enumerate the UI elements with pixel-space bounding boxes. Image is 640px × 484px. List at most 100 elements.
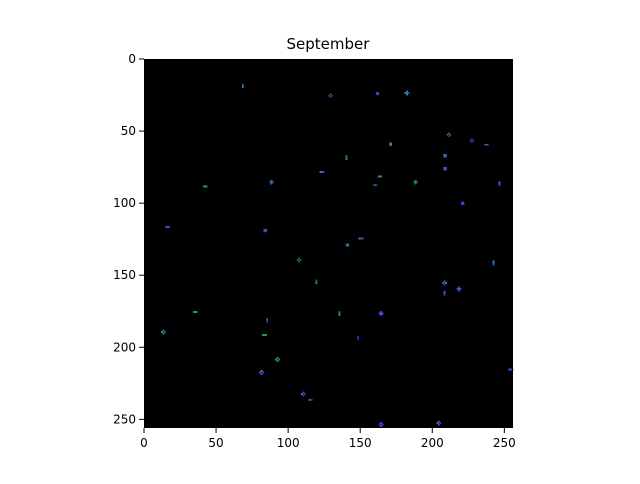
- heatmap-cell: [471, 141, 473, 143]
- heatmap-cell: [204, 185, 207, 188]
- heatmap-cell: [446, 133, 449, 136]
- heatmap-cell: [345, 243, 348, 245]
- heatmap-cell: [203, 185, 205, 188]
- heatmap-cell: [265, 334, 267, 336]
- heatmap-cell: [161, 331, 163, 333]
- heatmap-cell: [380, 422, 382, 424]
- heatmap-cell: [498, 181, 501, 184]
- x-tick-label: 150: [349, 436, 372, 450]
- heatmap-cell: [262, 334, 264, 336]
- heatmap-cell: [242, 83, 244, 85]
- heatmap-cell: [270, 181, 273, 184]
- heatmap-cell: [347, 243, 349, 245]
- heatmap-cell: [445, 167, 447, 169]
- heatmap-cell: [265, 229, 267, 231]
- y-axis: 0 50 100 150 200 250: [113, 52, 144, 426]
- heatmap-cell: [443, 291, 446, 293]
- heatmap-cell: [269, 181, 271, 184]
- heatmap-cell: [445, 154, 447, 156]
- heatmap-cell: [360, 237, 362, 240]
- heatmap-cell: [361, 237, 364, 240]
- heatmap-cell: [195, 311, 198, 313]
- heatmap-cell: [380, 311, 382, 313]
- heatmap-cell: [376, 92, 378, 94]
- heatmap-cell: [272, 181, 274, 184]
- heatmap-cell: [458, 289, 460, 292]
- heatmap-cell: [443, 283, 446, 286]
- heatmap-cell: [321, 171, 323, 173]
- heatmap-cell: [436, 422, 439, 424]
- heatmap-cell: [445, 155, 447, 158]
- heatmap-cell: [438, 423, 440, 426]
- y-tick-label: 150: [113, 268, 136, 282]
- heatmap-cell: [443, 293, 446, 296]
- heatmap-cell: [357, 337, 359, 339]
- heatmap-cell: [276, 357, 279, 359]
- heatmap-cell: [296, 259, 299, 261]
- heatmap-cell: [168, 226, 170, 228]
- heatmap-cell: [265, 230, 267, 233]
- heatmap-cell: [438, 420, 440, 423]
- heatmap-cell: [492, 263, 495, 266]
- heatmap-cell: [275, 358, 277, 361]
- y-tick-label: 200: [113, 340, 136, 354]
- heatmap-cell: [458, 288, 460, 290]
- heatmap-cell: [347, 244, 349, 247]
- heatmap-cell: [266, 321, 269, 323]
- heatmap-cell: [345, 244, 348, 247]
- heatmap-cell: [445, 282, 447, 284]
- heatmap-cell: [413, 181, 416, 184]
- heatmap-cell: [484, 144, 486, 146]
- heatmap-cell: [443, 168, 446, 171]
- heatmap-cell: [328, 95, 330, 97]
- heatmap-cell: [162, 332, 165, 335]
- heatmap-cell: [309, 399, 312, 401]
- heatmap-cell: [266, 319, 269, 322]
- heatmap-cell: [458, 286, 460, 289]
- heatmap-cell: [389, 142, 391, 145]
- heatmap-cell: [259, 371, 261, 374]
- heatmap-cell: [380, 312, 382, 315]
- heatmap-cell: [439, 422, 441, 424]
- heatmap-cell: [319, 171, 322, 173]
- heatmap-cell: [389, 144, 391, 146]
- heatmap-cell: [378, 312, 381, 315]
- heatmap-cell: [270, 180, 273, 182]
- heatmap-cell: [390, 142, 392, 145]
- heatmap-cell: [345, 155, 348, 158]
- heatmap-cell: [338, 314, 341, 316]
- heatmap-cell: [164, 331, 166, 333]
- heatmap-cell: [193, 311, 195, 313]
- heatmap-cell: [315, 279, 318, 282]
- heatmap-cell: [167, 226, 169, 228]
- heatmap-cell: [266, 318, 269, 320]
- heatmap-cell: [260, 370, 263, 372]
- heatmap-cell: [487, 144, 489, 146]
- heatmap-cell: [308, 399, 310, 401]
- heatmap-cell: [298, 257, 300, 260]
- heatmap-cell: [492, 260, 495, 263]
- heatmap-cell: [510, 368, 512, 371]
- heatmap-cell: [443, 280, 446, 283]
- heatmap-cell: [443, 155, 446, 158]
- heatmap-cell: [358, 237, 361, 240]
- x-tick-label: 0: [140, 436, 148, 450]
- heatmap-cell: [357, 335, 359, 338]
- heatmap-cell: [381, 312, 384, 315]
- heatmap-cell: [329, 93, 332, 96]
- heatmap-cell: [462, 203, 465, 205]
- heatmap-cell: [242, 84, 244, 87]
- y-tick-label: 50: [121, 124, 136, 138]
- heatmap-cells: [161, 83, 514, 427]
- heatmap-cell: [442, 282, 444, 284]
- heatmap-cell: [329, 96, 332, 98]
- heatmap-cell: [378, 175, 381, 178]
- heatmap-cell: [390, 144, 392, 146]
- heatmap-cell: [315, 280, 318, 283]
- heatmap-cell: [443, 167, 446, 169]
- heatmap-cell: [381, 423, 384, 426]
- heatmap-cell: [378, 423, 381, 426]
- heatmap-cell: [165, 226, 168, 228]
- heatmap-cell: [311, 399, 313, 401]
- y-tick-label: 250: [113, 412, 136, 426]
